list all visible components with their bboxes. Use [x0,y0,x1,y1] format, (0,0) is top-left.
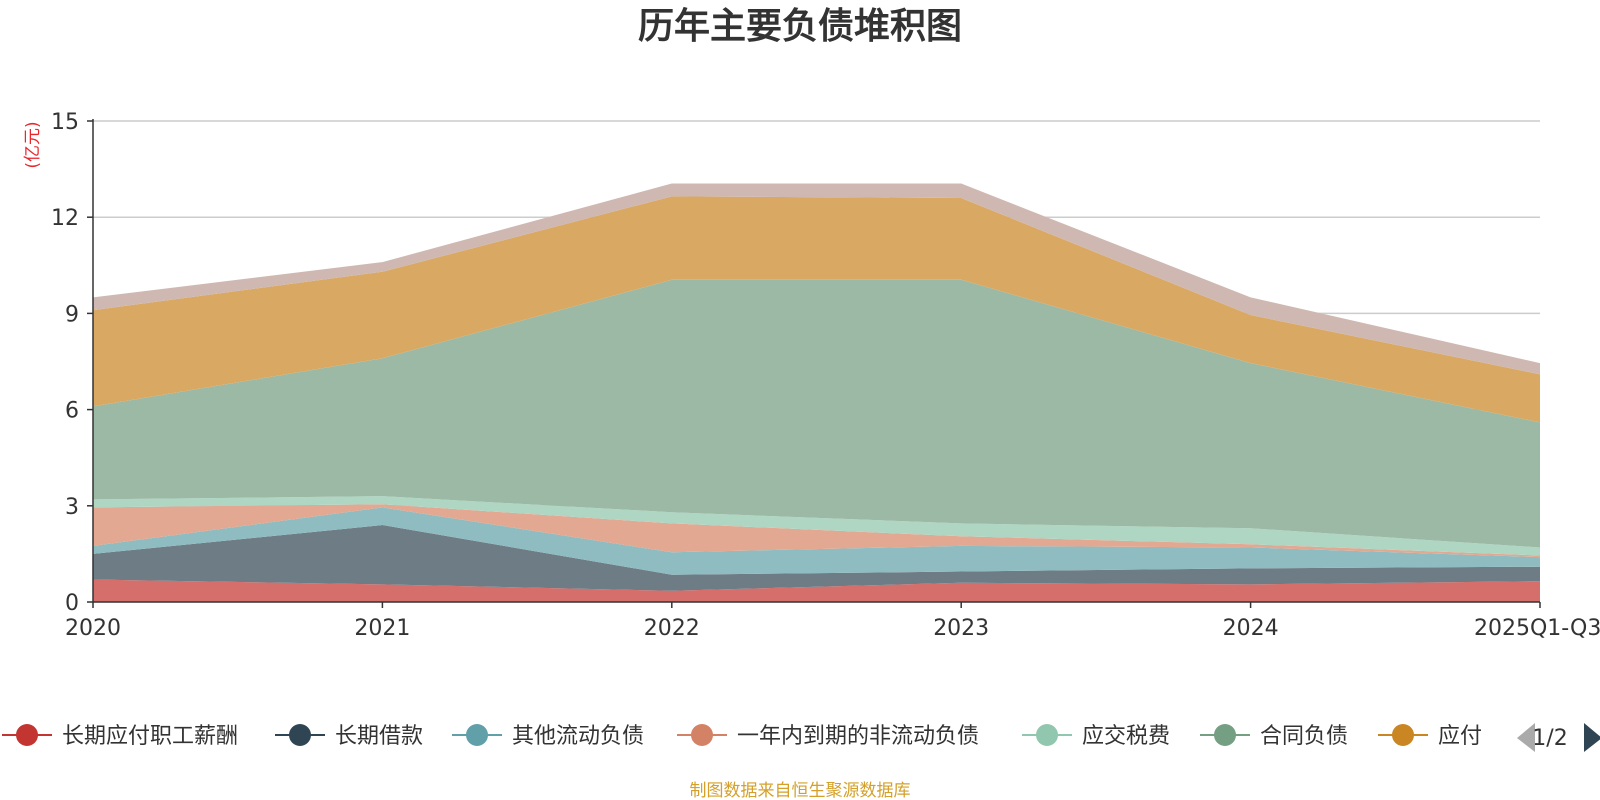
legend-marker-icon [691,724,713,746]
legend-marker-icon [16,724,38,746]
legend-label: 合同负债 [1260,724,1348,749]
legend-item[interactable]: 长期借款 [275,724,423,749]
legend-item[interactable]: 一年内到期的非流动负债 [677,724,979,749]
legend-prev-page-icon[interactable] [1517,723,1535,752]
legend-item[interactable]: 合同负债 [1200,724,1348,749]
y-axis-unit-label: (亿元) [23,121,43,168]
x-tick-label: 2025Q1-Q3 [1474,616,1600,641]
legend-label: 应付 [1438,724,1482,749]
area-series-4 [93,504,1540,558]
chart-title: 历年主要负债堆积图 [638,6,962,47]
legend-label: 长期应付职工薪酬 [62,724,238,749]
area-series [93,183,1540,602]
area-series-6 [93,279,1540,548]
y-tick-label: 15 [51,110,79,135]
legend-marker-icon [289,724,311,746]
x-tick-label: 2023 [933,616,989,641]
area-series-7 [93,196,1540,423]
x-tick-label: 2020 [65,616,121,641]
legend-marker-icon [1214,724,1236,746]
legend[interactable]: 长期应付职工薪酬 长期借款 其他流动负债 一年内到期的非流动负债 应交税费 合同负债 应付 [2,724,1482,749]
axes: 0 3 6 9 12 15 2020 2021 2022 2023 2024 2025Q1-Q3 [51,110,1600,641]
legend-item[interactable]: 应付 [1378,724,1482,749]
legend-page-indicator: 1/2 [1532,726,1567,751]
x-tick-label: 2022 [644,616,700,641]
legend-item[interactable]: 应交税费 [1022,724,1170,749]
legend-item[interactable]: 其他流动负债 [452,724,644,749]
x-tick-label: 2021 [354,616,410,641]
area-series-3 [93,507,1540,575]
legend-label: 其他流动负债 [512,724,644,749]
area-series-5 [93,496,1540,556]
source-note: 制图数据来自恒生聚源数据库 [690,781,911,800]
area-series-1 [93,579,1540,602]
y-tick-label: 6 [65,399,79,424]
legend-item[interactable]: 长期应付职工薪酬 [2,724,238,749]
legend-label: 长期借款 [335,724,423,749]
legend-marker-icon [1036,724,1058,746]
y-tick-label: 12 [51,206,79,231]
legend-label: 一年内到期的非流动负债 [737,724,979,749]
legend-label: 应交税费 [1082,724,1170,749]
x-tick-label: 2024 [1223,616,1279,641]
legend-marker-icon [1392,724,1414,746]
legend-marker-icon [466,724,488,746]
y-tick-label: 0 [65,591,79,616]
area-series-2 [93,525,1540,591]
legend-pager[interactable]: 1/2 [1517,723,1600,752]
legend-next-page-icon[interactable] [1584,723,1600,752]
y-tick-label: 9 [65,302,79,327]
y-tick-label: 3 [65,495,79,520]
